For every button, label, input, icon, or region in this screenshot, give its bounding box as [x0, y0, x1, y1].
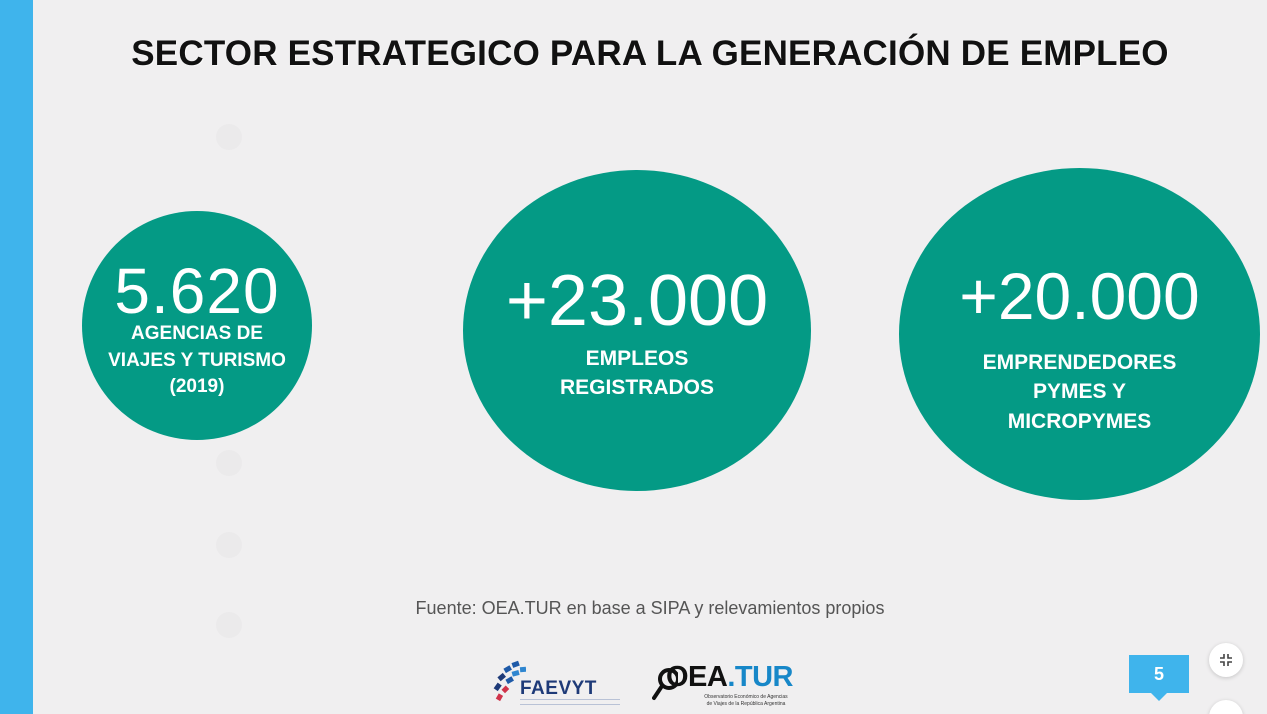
stat-label: EMPLEOS REGISTRADOS [463, 344, 811, 403]
stat-label-line: EMPRENDEDORES [982, 351, 1177, 374]
stat-label-line: MICROPYMES [1007, 409, 1152, 433]
collapse-icon [1220, 654, 1232, 666]
stat-label: EMPRENDEDORES PYMES Y MICROPYMES [899, 348, 1260, 436]
accent-side-bar [0, 0, 33, 714]
stat-value: +20.000 [959, 259, 1200, 333]
faevyt-tagline-lines [520, 699, 620, 705]
stat-circle-agencies: 5.620 AGENCIAS DE VIAJES Y TURISMO (2019… [82, 211, 312, 440]
background-dot [216, 612, 242, 638]
page-number-badge: 5 [1129, 655, 1189, 701]
slide-title: SECTOR ESTRATEGICO PARA LA GENERACIÓN DE… [131, 34, 1169, 73]
oea-subtitle: Observatorio Económico de Agencias de Vi… [696, 694, 796, 707]
stat-label: AGENCIAS DE VIAJES Y TURISMO (2019) [82, 321, 312, 401]
faevyt-mark-icon [493, 660, 526, 702]
oea-wordmark: OEA.TUR [666, 661, 794, 694]
background-dot [216, 124, 242, 150]
stat-label-line: PYMES Y [1033, 380, 1126, 404]
oea-text: OEA [666, 661, 728, 693]
background-dot [216, 450, 242, 476]
stat-circle-employment: +23.000 EMPLEOS REGISTRADOS [463, 170, 811, 491]
stat-value: 5.620 [114, 255, 280, 327]
stat-label-line: EMPLEOS [585, 347, 689, 370]
stat-circle-entrepreneurs: +20.000 EMPRENDEDORES PYMES Y MICROPYMES [899, 168, 1260, 500]
stat-label-line: VIAJES Y TURISMO [108, 349, 286, 371]
stat-label-line: REGISTRADOS [559, 376, 714, 400]
stat-value: +23.000 [505, 261, 769, 341]
faevyt-logo: FAEVYT [490, 656, 620, 708]
source-note: Fuente: OEA.TUR en base a SIPA y relevam… [415, 598, 885, 618]
faevyt-wordmark: FAEVYT [520, 678, 597, 699]
exit-fullscreen-button[interactable] [1209, 643, 1243, 677]
tur-text: .TUR [727, 661, 794, 693]
oea-tur-logo: OEA.TUR Observatorio Económico de Agenci… [652, 659, 794, 711]
magnifier-icon [652, 668, 678, 700]
oea-subtitle-line: de Viajes de la República Argentina [706, 700, 786, 707]
background-dot [216, 532, 242, 558]
stat-label-line: AGENCIAS DE [131, 323, 263, 344]
oea-subtitle-line: Observatorio Económico de Agencias [704, 694, 788, 700]
presentation-control-button[interactable] [1209, 700, 1243, 714]
stat-label-line: (2019) [169, 376, 225, 398]
